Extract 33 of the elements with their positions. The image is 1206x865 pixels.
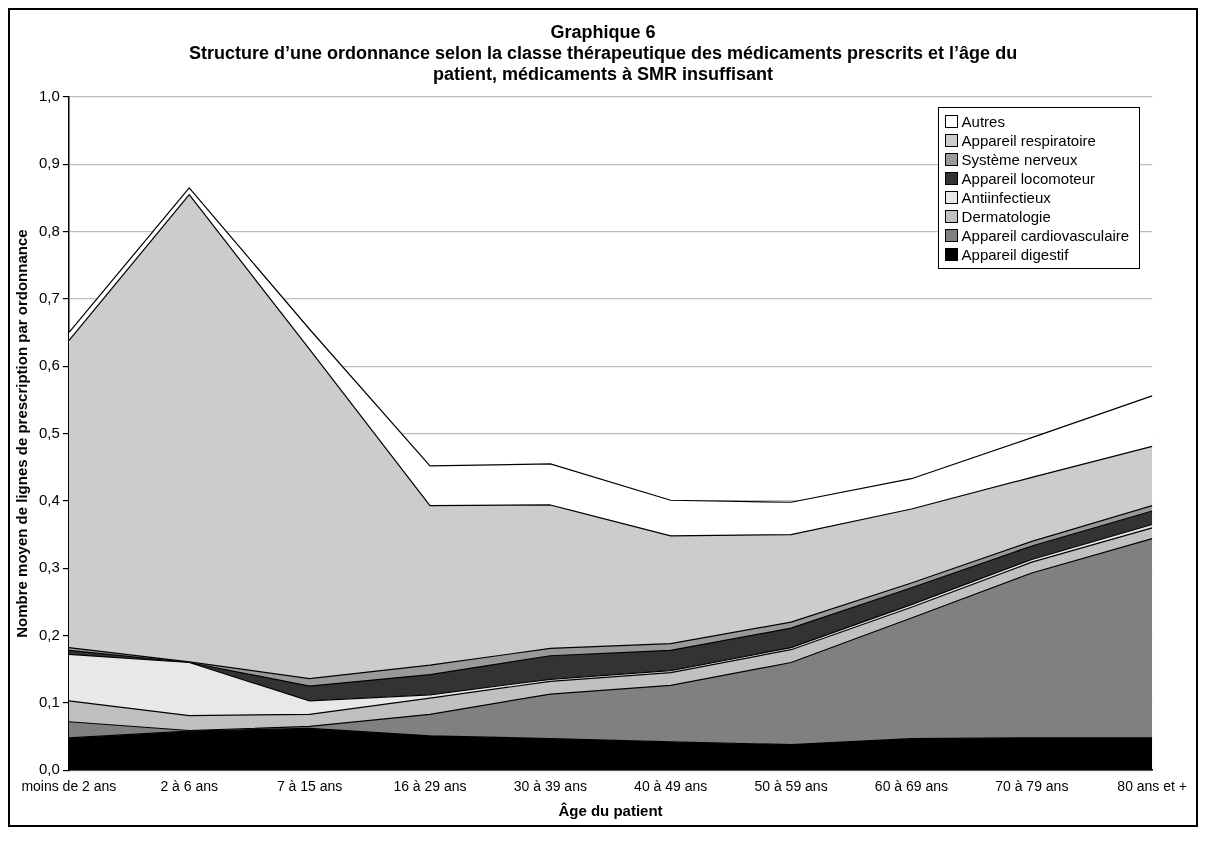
legend-label: Antiinfectieux [961,188,1051,207]
y-tick-label: 1,0 [38,87,60,105]
x-tick-label: 80 ans et + [1117,778,1187,795]
y-axis-title: Nombre moyen de lignes de prescription par ordonnance [13,229,31,638]
x-tick-label: 2 à 6 ans [160,778,219,795]
y-tick-label: 0,7 [38,289,60,307]
legend-label: Dermatologie [961,207,1051,226]
y-tick-label: 0,2 [38,625,60,643]
x-tick-label: 7 à 15 ans [276,778,343,795]
x-tick-label: 16 à 29 ans [393,778,467,795]
legend-label: Appareil locomoteur [961,169,1095,188]
chart-subtitle: Structure d’une ordonnance selon la classe thérapeutique des médicaments prescrits et l’âge du patient, médicaments à SMR insuffisant [188,43,1018,85]
y-tick-label: 0,4 [38,491,60,509]
y-tick-label: 0,5 [38,423,60,441]
y-tick-label: 0,0 [38,760,60,778]
x-axis-title: Âge du patient [558,802,663,820]
legend-label: Appareil digestif [961,245,1069,264]
y-tick-label: 0,9 [38,154,60,172]
x-tick-label: 30 à 39 ans [513,778,587,795]
x-tick-label: 50 à 59 ans [754,778,828,795]
x-tick-label: 60 à 69 ans [874,778,949,795]
y-tick-label: 0,3 [38,558,60,576]
y-tick-label: 0,6 [38,356,60,374]
x-tick-label: 40 à 49 ans [634,778,708,795]
x-tick-label: 70 à 79 ans [995,778,1069,795]
chart-title: Graphique 6 [549,22,657,43]
legend-label: Appareil cardiovasculaire [961,226,1130,245]
legend-label: Appareil respiratoire [961,131,1096,150]
legend-label: Autres [961,112,1005,131]
legend-label: Système nerveux [961,150,1078,169]
x-tick-label: moins de 2 ans [21,778,117,795]
y-tick-label: 0,1 [38,693,60,711]
y-tick-label: 0,8 [38,221,60,239]
